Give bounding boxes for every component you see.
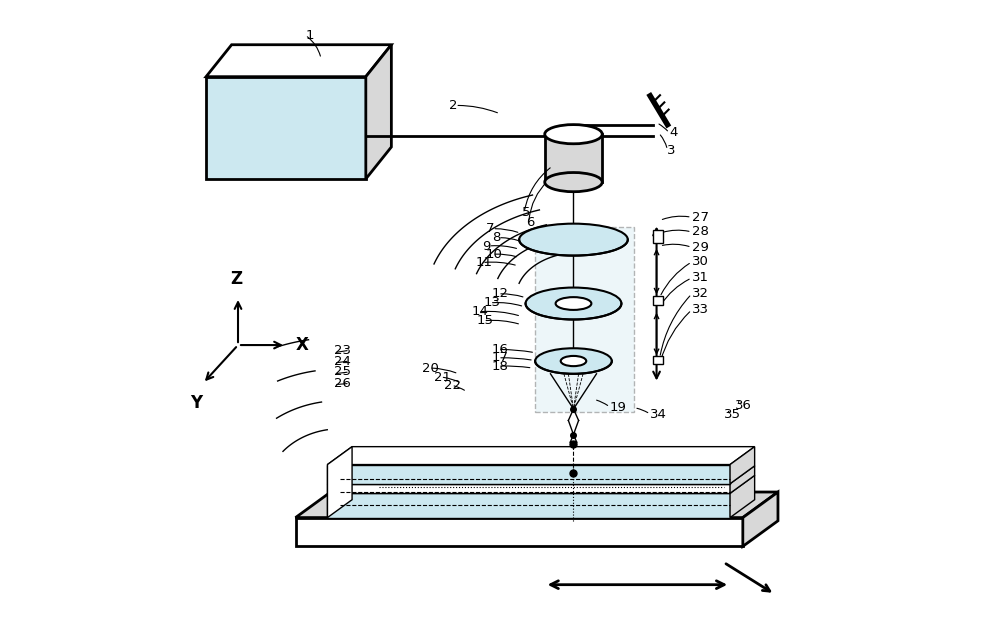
Polygon shape (206, 77, 366, 179)
Text: 10: 10 (486, 248, 503, 261)
Text: 19: 19 (610, 401, 627, 413)
Text: 31: 31 (692, 272, 709, 284)
Text: 5: 5 (522, 206, 530, 219)
Text: 17: 17 (492, 351, 509, 364)
Text: 14: 14 (472, 305, 489, 318)
Ellipse shape (556, 297, 591, 310)
Ellipse shape (535, 348, 612, 374)
Polygon shape (743, 492, 778, 546)
Text: 27: 27 (692, 211, 709, 224)
Polygon shape (327, 466, 755, 484)
Polygon shape (327, 493, 730, 518)
Text: 32: 32 (692, 288, 709, 300)
Text: 1: 1 (305, 29, 314, 42)
Text: 3: 3 (667, 144, 676, 157)
Polygon shape (730, 466, 755, 493)
Text: 20: 20 (422, 362, 439, 374)
Text: 11: 11 (476, 256, 493, 269)
Text: 36: 36 (735, 399, 752, 412)
Text: 2: 2 (449, 99, 457, 112)
Ellipse shape (519, 224, 628, 256)
Text: 6: 6 (526, 216, 535, 229)
Text: 26: 26 (334, 377, 351, 390)
Polygon shape (296, 492, 778, 518)
Polygon shape (730, 447, 755, 484)
Text: Y: Y (190, 394, 203, 412)
Ellipse shape (526, 288, 621, 320)
Text: 18: 18 (492, 360, 509, 373)
Text: 34: 34 (650, 408, 667, 420)
FancyBboxPatch shape (653, 230, 663, 243)
Polygon shape (327, 475, 755, 493)
Text: 9: 9 (482, 240, 490, 252)
FancyBboxPatch shape (535, 227, 634, 412)
Text: 22: 22 (444, 379, 461, 392)
Text: X: X (296, 336, 308, 354)
Text: Z: Z (230, 270, 242, 288)
Text: 29: 29 (692, 241, 709, 254)
Text: 25: 25 (334, 366, 351, 378)
FancyBboxPatch shape (653, 356, 663, 364)
Text: 35: 35 (724, 408, 741, 420)
Ellipse shape (545, 125, 602, 144)
Polygon shape (327, 465, 730, 484)
Text: 23: 23 (334, 344, 351, 357)
Polygon shape (327, 447, 755, 465)
Text: 24: 24 (334, 355, 351, 367)
Text: 28: 28 (692, 226, 709, 238)
Text: 8: 8 (492, 231, 500, 244)
Text: 33: 33 (692, 304, 709, 316)
Polygon shape (545, 134, 602, 182)
Text: 15: 15 (477, 314, 494, 327)
Text: 30: 30 (692, 256, 709, 268)
Text: 16: 16 (492, 343, 509, 356)
Text: 13: 13 (483, 296, 500, 309)
Ellipse shape (561, 356, 586, 366)
Text: 12: 12 (492, 288, 509, 300)
Polygon shape (206, 45, 391, 77)
Polygon shape (327, 484, 730, 493)
FancyBboxPatch shape (653, 295, 663, 305)
Polygon shape (730, 475, 755, 518)
Polygon shape (296, 518, 743, 546)
Polygon shape (327, 447, 352, 518)
Text: 7: 7 (486, 222, 494, 235)
Text: 4: 4 (669, 127, 678, 139)
Ellipse shape (545, 173, 602, 192)
Polygon shape (366, 45, 391, 179)
Text: 21: 21 (434, 371, 451, 383)
